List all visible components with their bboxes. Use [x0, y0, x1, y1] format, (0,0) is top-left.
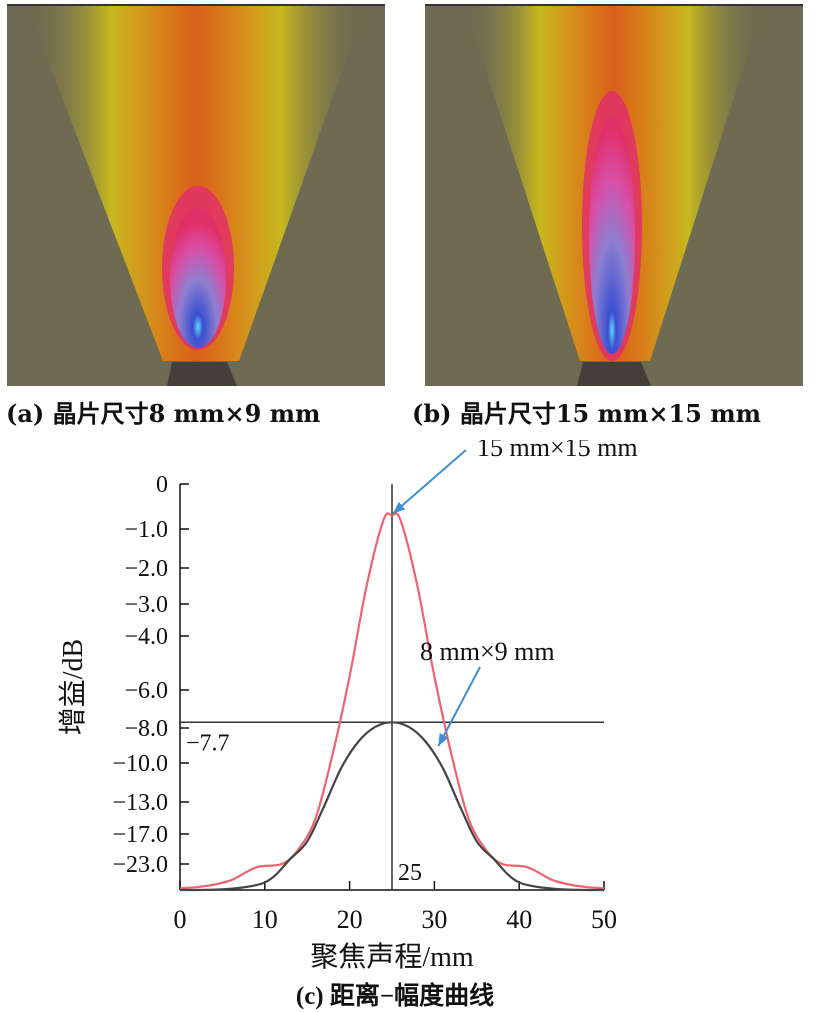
panel-b-caption: (b) 晶片尺寸15 mm×15 mm	[412, 399, 762, 428]
annotations: 15 mm×15 mm 8 mm×9 mm	[392, 440, 638, 747]
x-tick-label: 40	[506, 905, 532, 934]
distance-amplitude-chart: −7.7 25 0 −1.0 −2.0 −3.0 −4.0 −6.0 −8.0 −10.0 −1…	[57, 440, 638, 1010]
reference-value-label-x: 25	[398, 860, 422, 886]
reference-lines: −7.7 25	[180, 484, 604, 890]
x-tick-label: 50	[591, 905, 617, 934]
x-tick-label: 20	[337, 905, 363, 934]
y-tick-label: −3.0	[124, 592, 168, 618]
y-tick-label: −23.0	[112, 852, 168, 878]
y-tick-label: −6.0	[124, 678, 168, 704]
annotation-arrow-15x15	[392, 449, 467, 515]
y-tick-label: −10.0	[112, 751, 168, 777]
panel-a-caption: (a) 晶片尺寸8 mm×9 mm	[6, 399, 321, 428]
y-tick-label: −8.0	[124, 716, 168, 742]
y-tick-label: −4.0	[124, 624, 168, 650]
reference-value-label-y: −7.7	[186, 730, 230, 756]
y-tick-label: −1.0	[124, 517, 168, 543]
y-tick-label: −2.0	[124, 556, 168, 582]
x-tick-label: 0	[174, 905, 187, 934]
annotation-arrowhead-8x9	[438, 733, 449, 746]
focal-zone-inner	[170, 208, 226, 348]
transducer-shape	[167, 362, 237, 386]
curve-8x9	[179, 721, 605, 892]
y-axis-title: 增益/dB	[57, 639, 89, 735]
annotation-arrowhead-15x15	[393, 501, 406, 514]
beam-field-b	[425, 6, 803, 386]
chart-caption: (c) 距离−幅度曲线	[296, 981, 494, 1010]
x-axis-title: 聚焦声程/mm	[310, 941, 474, 973]
transducer-shape	[577, 362, 651, 386]
annotation-label-8x9: 8 mm×9 mm	[420, 637, 555, 666]
curves	[179, 512, 605, 892]
x-tick-label: 30	[421, 905, 447, 934]
annotation-arrow-8x9	[437, 666, 481, 747]
beam-field-a	[7, 6, 385, 386]
y-tick-label: 0	[156, 472, 168, 498]
annotation-label-15x15: 15 mm×15 mm	[477, 440, 638, 462]
beam-cone	[27, 6, 365, 361]
beam-panel-b	[425, 4, 803, 386]
x-tick-label: 10	[252, 905, 278, 934]
x-axis-ticks: 0 10 20 30 40 50	[174, 881, 617, 934]
y-tick-label: −17.0	[112, 822, 168, 848]
focal-zone-inner	[589, 118, 635, 354]
y-axis-ticks: 0 −1.0 −2.0 −3.0 −4.0 −6.0 −8.0 −10.0 −13.0 −17.0…	[112, 472, 189, 878]
beam-panel-a	[7, 4, 385, 386]
y-tick-label: −13.0	[112, 790, 168, 816]
curve-15x15	[179, 512, 605, 890]
